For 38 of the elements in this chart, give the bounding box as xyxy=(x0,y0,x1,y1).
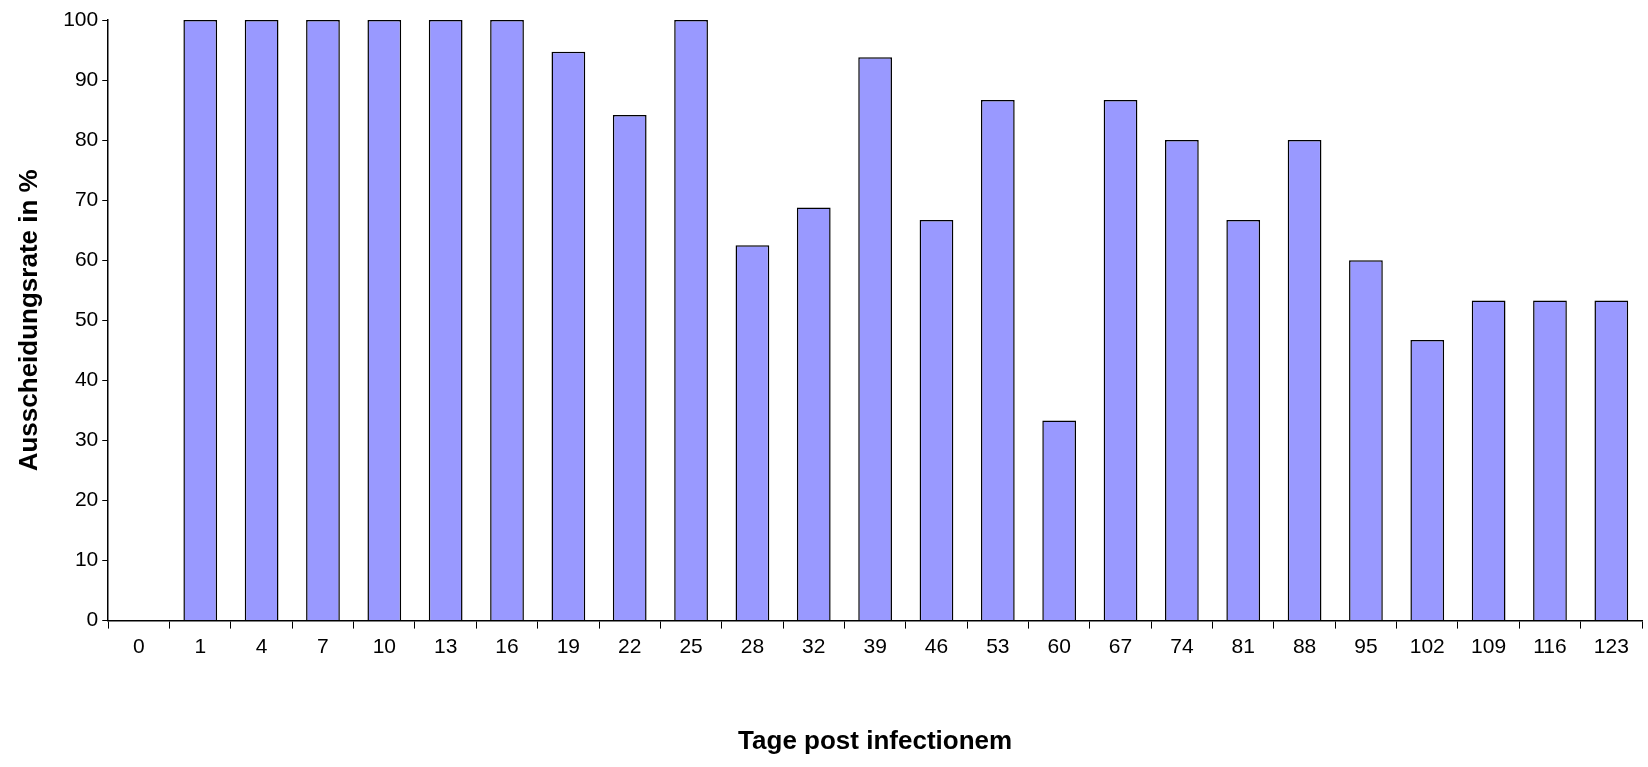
x-tick-label: 109 xyxy=(1471,634,1507,657)
x-axis-title: Tage post infectionem xyxy=(738,724,1013,755)
x-tick-label: 53 xyxy=(986,634,1010,657)
x-tick-label: 10 xyxy=(372,634,396,657)
x-tick-label: 102 xyxy=(1409,634,1445,657)
x-tick-label: 95 xyxy=(1354,634,1378,657)
x-tick-label: 13 xyxy=(433,634,458,657)
x-tick-label: 74 xyxy=(1170,634,1194,657)
y-tick-label: 70 xyxy=(74,186,99,210)
x-tick-label: 123 xyxy=(1593,634,1629,657)
x-tick-label: 88 xyxy=(1292,634,1317,657)
x-tick-label: 28 xyxy=(740,634,765,657)
x-tick-label: 25 xyxy=(679,634,703,657)
y-tick-label: 100 xyxy=(63,6,99,30)
y-tick-label: 60 xyxy=(74,247,99,271)
y-tick-label: 40 xyxy=(74,367,99,391)
x-tick-label: 32 xyxy=(802,634,826,657)
y-tick-label: 10 xyxy=(74,547,99,571)
y-tick-label: 50 xyxy=(74,307,99,331)
x-tick-label: 22 xyxy=(618,634,642,657)
x-tick-label: 60 xyxy=(1047,634,1071,657)
x-tick-label: 0 xyxy=(133,634,145,657)
x-tick-label: 7 xyxy=(317,634,329,657)
x-tick-label: 39 xyxy=(863,634,887,657)
x-tick-label: 116 xyxy=(1533,634,1567,657)
y-tick-label: 20 xyxy=(74,487,99,511)
y-tick-label: 30 xyxy=(74,427,99,451)
y-tick-label: 0 xyxy=(86,607,99,631)
x-tick-label: 1 xyxy=(194,634,207,657)
x-tick-label: 4 xyxy=(255,634,268,657)
x-tick-label: 16 xyxy=(495,634,519,657)
x-tick-label: 46 xyxy=(924,634,949,657)
y-tick-label: 80 xyxy=(74,126,99,150)
x-tick-label: 67 xyxy=(1108,634,1133,657)
x-tick-label: 81 xyxy=(1231,634,1255,657)
y-axis-title: Ausscheidungsrate in % xyxy=(12,169,43,472)
y-tick-label: 90 xyxy=(74,66,99,90)
x-tick-label: 19 xyxy=(556,634,581,657)
